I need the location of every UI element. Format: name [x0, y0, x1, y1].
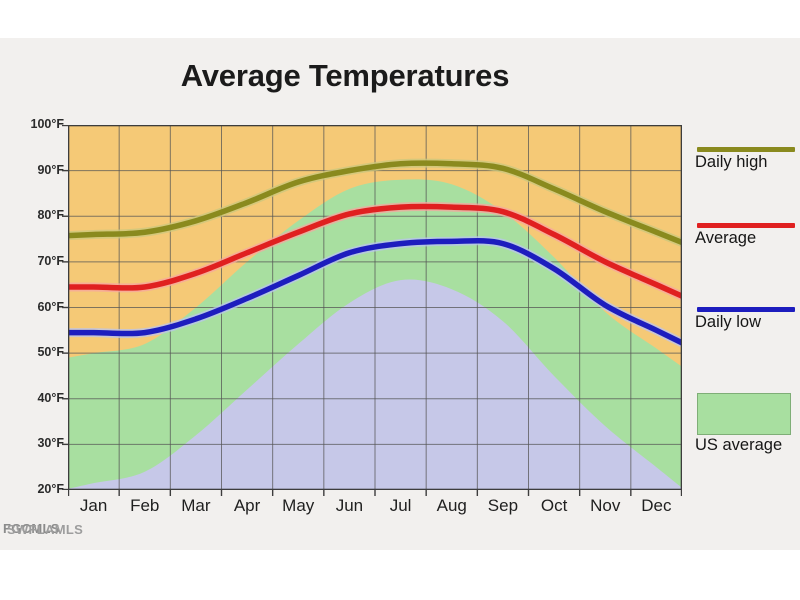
y-tick-label: 80°F — [37, 208, 64, 223]
watermark: FGCMLS SWFLAMLS — [3, 521, 83, 537]
watermark-line-2: SWFLAMLS — [7, 522, 84, 537]
x-tick-label: Mar — [181, 496, 211, 515]
y-tick-label: 70°F — [37, 253, 64, 268]
legend-label: Average — [695, 229, 757, 247]
y-axis: 100°F 90°F 80°F 70°F 60°F 50°F 40°F 30°F 20°F — [0, 0, 65, 600]
y-tick-label: 20°F — [37, 482, 64, 496]
x-tick-label: Sep — [487, 496, 519, 515]
x-tick-label: Aug — [436, 496, 467, 515]
x-tick-marks — [68, 490, 682, 496]
legend-label: Daily low — [695, 313, 762, 331]
x-tick-label: Oct — [540, 496, 568, 515]
y-tick-marks — [62, 125, 69, 490]
legend-label: US average — [695, 436, 783, 454]
x-tick-label: Jul — [389, 496, 412, 515]
legend-swatch-line-icon — [697, 223, 795, 228]
gridlines — [68, 125, 682, 490]
chart-legend: Daily high Average Daily low US average — [694, 125, 800, 465]
plot-area — [68, 125, 682, 490]
legend-swatch-line-icon — [697, 147, 795, 152]
x-tick-label: Apr — [233, 496, 261, 515]
legend-item-daily-high[interactable]: Daily high — [694, 147, 800, 172]
y-tick-label: 30°F — [37, 436, 64, 451]
legend-item-average[interactable]: Average — [694, 223, 800, 248]
x-tick-label: Dec — [641, 496, 672, 515]
series-line-daily-high — [68, 160, 682, 246]
x-tick-label: Feb — [130, 496, 160, 515]
chart-title: Average Temperatures — [180, 58, 510, 93]
legend-swatch-box-icon — [697, 393, 791, 435]
x-tick-label: Jan — [79, 496, 108, 515]
legend-label: Daily high — [695, 153, 768, 171]
y-tick-label: 100°F — [30, 117, 65, 131]
watermark-line-1: FGCMLS — [3, 521, 60, 536]
y-tick-label: 60°F — [37, 299, 64, 314]
x-tick-label: Jun — [335, 496, 364, 515]
y-tick-label: 50°F — [37, 345, 64, 360]
legend-item-us-average[interactable]: US average — [694, 393, 800, 455]
temperature-chart-svg — [68, 125, 682, 490]
legend-swatch-line-icon — [697, 307, 795, 312]
x-tick-label: May — [282, 496, 315, 515]
x-axis: Jan Feb Mar Apr May Jun Jul Aug Sep Oct Nov Dec — [68, 496, 682, 522]
series-line-average — [68, 203, 682, 299]
series-line-daily-low — [68, 238, 682, 346]
legend-item-daily-low[interactable]: Daily low — [694, 307, 800, 332]
y-tick-label: 40°F — [37, 390, 64, 405]
y-tick-label: 90°F — [37, 162, 64, 177]
x-tick-label: Nov — [590, 496, 621, 515]
